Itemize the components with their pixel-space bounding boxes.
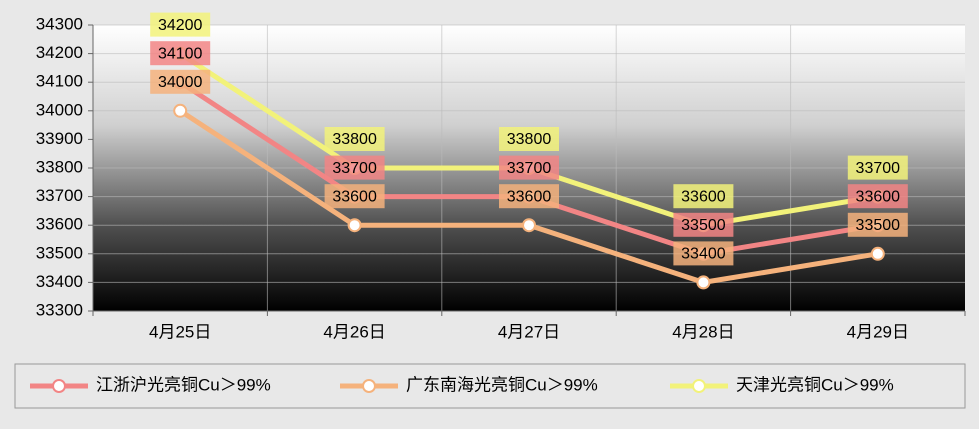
data-label-box: [847, 184, 908, 209]
data-label-box: [673, 212, 734, 237]
data-label: 34200: [158, 17, 203, 34]
data-label-box: [324, 184, 385, 209]
y-tick-label: 33900: [36, 129, 83, 148]
data-label-box: [324, 127, 385, 151]
y-tick-label: 34300: [36, 14, 83, 33]
data-label: 33800: [332, 131, 377, 148]
x-tick-label: 4月26日: [323, 322, 385, 341]
legend-label: 天津光亮铜Cu＞99%: [736, 375, 894, 394]
data-label: 33700: [507, 160, 552, 177]
x-tick-label: 4月29日: [847, 322, 909, 341]
legend-box: [14, 363, 966, 409]
legend-marker: [362, 379, 376, 393]
data-label: 33700: [332, 160, 377, 177]
data-label-box: [499, 155, 559, 180]
data-label-box: [499, 184, 559, 209]
data-label-box: [150, 41, 211, 66]
y-tick-label: 33600: [36, 215, 83, 234]
data-label-box: [150, 12, 211, 37]
data-label: 34000: [158, 74, 203, 91]
data-label: 33800: [507, 131, 552, 148]
point-marker: [347, 218, 362, 233]
point-marker: [522, 218, 536, 233]
data-label: 33700: [856, 160, 901, 177]
data-label: 33600: [507, 188, 552, 205]
data-label-box: [673, 184, 734, 209]
data-label: 33400: [681, 246, 726, 263]
data-label-box: [324, 155, 385, 180]
y-tick-label: 33800: [36, 157, 83, 176]
y-tick-label: 34100: [36, 72, 83, 91]
point-marker: [173, 103, 188, 118]
data-label-box: [499, 127, 559, 151]
legend-marker: [52, 379, 66, 393]
data-label-box: [847, 212, 908, 237]
legend-label: 江浙沪光亮铜Cu＞99%: [96, 375, 271, 394]
y-tick-label: 33500: [36, 243, 83, 262]
data-label-box: [673, 241, 734, 266]
y-tick-label: 33400: [36, 272, 83, 291]
x-tick-label: 4月27日: [498, 322, 560, 341]
x-tick-label: 4月25日: [149, 322, 211, 341]
data-label: 33600: [332, 188, 377, 205]
y-tick-label: 34200: [36, 43, 83, 62]
data-label-box: [150, 69, 211, 94]
y-tick-label: 33300: [36, 300, 83, 319]
data-label: 34100: [158, 45, 203, 62]
data-label: 33500: [856, 217, 901, 234]
data-label-box: [847, 155, 908, 180]
legend-label: 广东南海光亮铜Cu＞99%: [406, 375, 598, 394]
data-label: 33500: [681, 217, 726, 234]
y-tick-label: 33700: [36, 186, 83, 205]
point-marker: [870, 246, 885, 261]
data-label: 33600: [681, 188, 726, 205]
x-tick-label: 4月28日: [672, 322, 734, 341]
legend-marker: [692, 379, 706, 393]
data-label: 33600: [856, 188, 901, 205]
y-tick-label: 34000: [36, 100, 83, 119]
point-marker: [696, 275, 711, 290]
